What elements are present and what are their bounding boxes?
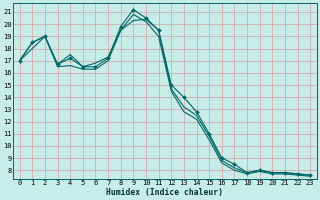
X-axis label: Humidex (Indice chaleur): Humidex (Indice chaleur) <box>107 188 223 197</box>
